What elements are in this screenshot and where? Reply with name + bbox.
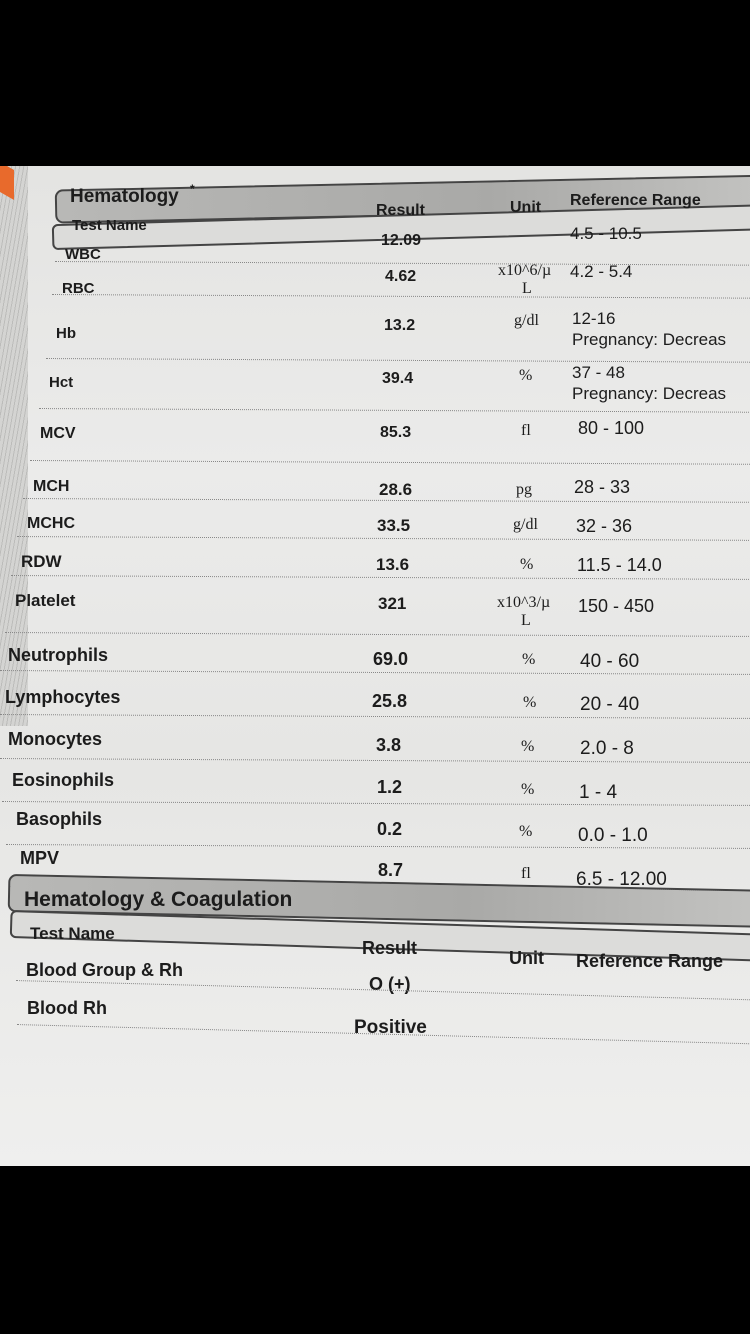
- test-name: Neutrophils: [8, 645, 109, 665]
- test-name: Basophils: [16, 809, 103, 829]
- result-value: 1.2: [377, 777, 403, 797]
- result-value: 0.2: [377, 819, 403, 839]
- result-value: 69.0: [373, 649, 409, 669]
- test-name: MCH: [33, 478, 70, 495]
- section-title-mark: *: [190, 182, 195, 196]
- row-divider: [39, 408, 750, 413]
- test-name: MCV: [40, 425, 76, 442]
- result-value: 39.4: [382, 370, 414, 387]
- col-test-name: Test Name: [72, 217, 147, 234]
- reference-range: 20 - 40: [580, 694, 640, 715]
- test-name: Monocytes: [8, 729, 103, 749]
- unit: %: [523, 694, 537, 711]
- result-value: O (+): [369, 974, 411, 994]
- reference-range: 6.5 - 12.00: [576, 869, 667, 890]
- test-name: Platelet: [15, 591, 76, 610]
- section-title-2: Hematology & Coagulation: [24, 888, 293, 911]
- unit-line-2: L: [521, 612, 531, 629]
- col-reference-range: Reference Range: [570, 192, 701, 209]
- section-title: Hematology: [70, 186, 179, 207]
- reference-range: 28 - 33: [574, 477, 631, 497]
- paper-edge-stripe: [0, 166, 28, 726]
- test-name: Blood Rh: [27, 998, 107, 1018]
- row-divider: [55, 261, 750, 266]
- test-name: WBC: [65, 246, 101, 263]
- col-reference-range-2: Reference Range: [576, 951, 724, 971]
- result-value: 3.8: [376, 735, 402, 755]
- col-result: Result: [376, 202, 425, 219]
- row-divider: [2, 801, 750, 806]
- reference-range: 2.0 - 8: [580, 738, 634, 759]
- test-name: RDW: [21, 552, 62, 571]
- reference-range: 40 - 60: [580, 651, 640, 672]
- unit: %: [520, 556, 534, 573]
- col-test-name-2: Test Name: [30, 924, 115, 943]
- result-value: 12.09: [381, 232, 422, 249]
- col-result-2: Result: [362, 938, 418, 958]
- unit: fl: [521, 865, 531, 882]
- reference-range: 12-16: [572, 309, 616, 328]
- result-value: 85.3: [380, 424, 412, 441]
- reference-range: 37 - 48: [572, 363, 625, 382]
- lab-report-paper: Hematology * Test Name Result Unit Refer…: [0, 166, 750, 1166]
- row-divider: [17, 536, 750, 541]
- row-divider: [52, 294, 750, 299]
- result-value: 28.6: [379, 480, 413, 499]
- result-value: 13.6: [376, 555, 410, 574]
- unit: fl: [521, 422, 531, 439]
- unit: %: [522, 651, 536, 668]
- result-value: 25.8: [372, 691, 408, 711]
- result-value: 33.5: [377, 516, 411, 535]
- unit: %: [521, 738, 535, 755]
- test-name: RBC: [62, 280, 95, 297]
- test-name: MCHC: [27, 515, 75, 532]
- reference-range: 11.5 - 14.0: [577, 555, 662, 575]
- test-name: MPV: [20, 848, 60, 868]
- row-divider: [0, 758, 750, 763]
- unit-line-2: L: [522, 280, 532, 297]
- test-name: Hb: [56, 325, 76, 342]
- reference-range: 80 - 100: [578, 418, 645, 438]
- result-value: 8.7: [378, 860, 404, 880]
- unit: g/dl: [514, 312, 539, 329]
- result-value: 4.62: [385, 268, 417, 285]
- reference-range: 0.0 - 1.0: [578, 825, 648, 846]
- reference-range: 150 - 450: [578, 596, 655, 616]
- unit: x10^3/µ: [497, 594, 551, 611]
- row-divider: [30, 460, 750, 465]
- row-divider: [5, 632, 750, 637]
- reference-range-note: Pregnancy: Decreas: [572, 384, 727, 403]
- unit: pg: [516, 481, 532, 498]
- col-unit: Unit: [510, 199, 542, 216]
- reference-range-note: Pregnancy: Decreas: [572, 330, 727, 349]
- unit: %: [521, 781, 535, 798]
- col-unit-2: Unit: [509, 948, 544, 968]
- result-value: 321: [378, 594, 407, 613]
- unit: %: [519, 367, 533, 384]
- reference-range: 4.5 - 10.5: [570, 224, 642, 243]
- reference-range: 1 - 4: [579, 782, 618, 803]
- unit: g/dl: [513, 516, 538, 533]
- result-value: Positive: [354, 1017, 427, 1038]
- unit: x10^6/µ: [498, 262, 552, 279]
- test-name: Hct: [49, 374, 74, 391]
- test-name: Blood Group & Rh: [26, 960, 183, 980]
- test-name: Lymphocytes: [5, 687, 121, 707]
- test-name: Eosinophils: [12, 770, 115, 790]
- reference-range: 32 - 36: [576, 516, 633, 536]
- result-value: 13.2: [384, 317, 416, 334]
- reference-range: 4.2 - 5.4: [570, 262, 633, 281]
- unit: %: [519, 823, 533, 840]
- row-divider: [46, 358, 750, 363]
